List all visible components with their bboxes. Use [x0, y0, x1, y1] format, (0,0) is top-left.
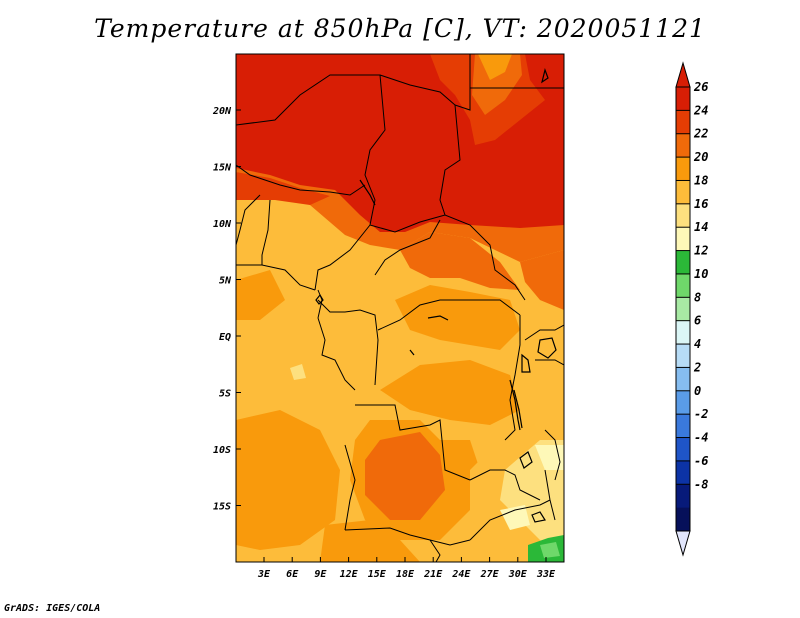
lat-tick-label: 15S: [213, 502, 231, 513]
lon-tick-label: 33E: [536, 569, 556, 580]
lon-tick-label: 6E: [286, 569, 299, 580]
colorbar-segment: [676, 180, 690, 205]
colorbar-segment: [676, 227, 690, 252]
lon-tick-label: 3E: [257, 569, 271, 580]
lat-tick-label: 5S: [219, 389, 231, 400]
lat-tick-label: 10N: [213, 219, 232, 230]
longitude-axis: 3E 6E 9E 12E 15E 18E 21E 24E 27E 30E 33E: [257, 557, 556, 580]
colorbar-segment: [676, 390, 690, 415]
colorbar-label: 12: [694, 244, 708, 258]
colorbar-segment: [676, 414, 690, 439]
colorbar-segment: [676, 87, 690, 111]
colorbar-segment: [676, 203, 690, 228]
grads-credit: GrADS: IGES/COLA: [4, 603, 101, 614]
lon-tick-label: 24E: [451, 569, 471, 580]
colorbar-segment: [676, 344, 690, 368]
lon-tick-label: 9E: [314, 569, 327, 580]
colorbar-top-arrow: [675, 61, 691, 88]
lat-tick-label: 15N: [213, 163, 232, 174]
colorbar-label: 6: [694, 314, 701, 328]
colorbar-label: 18: [694, 173, 708, 187]
colorbar-segment: [676, 110, 690, 135]
colorbar-bottom-arrow: [675, 530, 691, 557]
lon-tick-label: 12E: [340, 569, 359, 580]
colorbar-segment: [676, 273, 690, 298]
colorbar-label: 10: [694, 267, 708, 281]
colorbar-segment: [676, 133, 690, 158]
colorbar-label: 4: [694, 337, 701, 351]
colorbar-segment: [676, 250, 690, 275]
colorbar-segment: [676, 437, 690, 462]
colorbar-label: 24: [693, 103, 708, 117]
colorbar-label: 0: [694, 384, 701, 398]
colorbar-segment: [676, 484, 690, 509]
lon-tick-label: 18E: [396, 569, 415, 580]
colorbar-label: 8: [694, 290, 701, 304]
colorbar-label: -2: [694, 407, 708, 421]
colorbar-label: -6: [694, 454, 708, 468]
map-frame: [235, 53, 565, 563]
lat-tick-label: EQ: [219, 332, 231, 343]
colorbar-label: 22: [693, 127, 708, 141]
colorbar-label: 14: [694, 220, 708, 234]
colorbar-label: -8: [694, 477, 708, 491]
colorbar-segment: [676, 297, 690, 322]
latitude-axis: 20N 15N 10N 5N EQ 5S 10S 15S: [212, 106, 241, 513]
colorbar-label: 26: [693, 80, 708, 94]
lon-tick-label: 15E: [368, 569, 387, 580]
lon-tick-label: 30E: [508, 569, 528, 580]
lat-tick-label: 10S: [213, 445, 231, 456]
temperature-map: [236, 54, 564, 562]
colorbar-segment: [676, 507, 690, 532]
lat-tick-label: 20N: [212, 106, 232, 117]
colorbar-label: 20: [693, 150, 708, 164]
lon-tick-label: 21E: [423, 569, 443, 580]
map-title: Temperature at 850hPa [C], VT: 202005112…: [94, 14, 706, 43]
colorbar-segment: [676, 367, 690, 392]
colorbar-segment: [676, 460, 690, 485]
colorbar-label: 16: [694, 197, 708, 211]
colorbar-label: -4: [694, 431, 708, 445]
colorbar-label: 2: [693, 360, 701, 374]
lon-tick-label: 27E: [480, 569, 500, 580]
colorbar-segment: [676, 320, 690, 345]
colorbar-segment: [676, 157, 690, 181]
lat-tick-label: 5N: [219, 276, 232, 287]
